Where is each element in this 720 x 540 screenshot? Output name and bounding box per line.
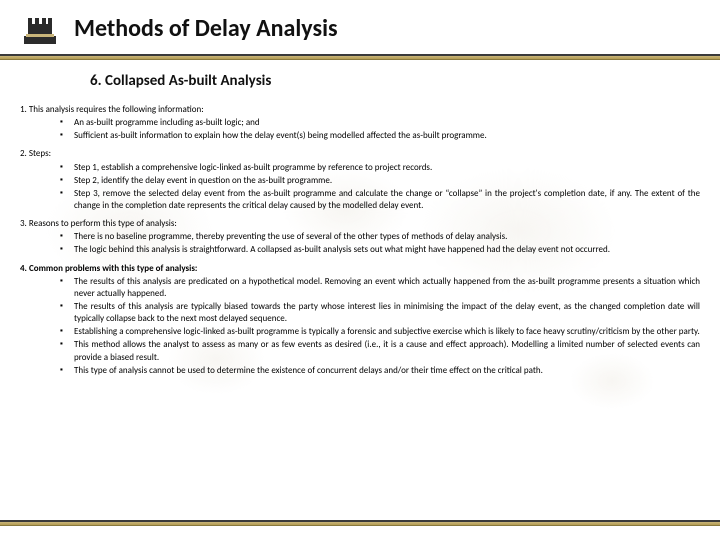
section-subtitle: 6. Collapsed As-built Analysis xyxy=(0,60,720,98)
list-item: Step 1, establish a comprehensive logic-… xyxy=(60,162,700,174)
list-item: Step 3, remove the selected delay event … xyxy=(60,188,700,212)
section-3-bullets: There is no baseline programme, thereby … xyxy=(60,231,700,256)
list-item: An as-built programme including as-built… xyxy=(60,117,700,129)
list-item: The logic behind this analysis is straig… xyxy=(60,244,700,256)
tower-logo-icon xyxy=(18,8,62,48)
section-4-lead: 4. Common problems with this type of ana… xyxy=(20,263,197,274)
list-item: This type of analysis cannot be used to … xyxy=(60,365,700,377)
content-body: 1. This analysis requires the following … xyxy=(0,104,720,377)
list-item: This method allows the analyst to assess… xyxy=(60,339,700,363)
header: Methods of Delay Analysis xyxy=(0,0,720,48)
list-item: There is no baseline programme, thereby … xyxy=(60,231,700,243)
section-2-bullets: Step 1, establish a comprehensive logic-… xyxy=(60,162,700,213)
footer-divider xyxy=(0,520,720,526)
section-3-lead: 3. Reasons to perform this type of analy… xyxy=(20,218,177,229)
section-3: 3. Reasons to perform this type of analy… xyxy=(20,218,700,256)
list-item: Establishing a comprehensive logic-linke… xyxy=(60,326,700,338)
section-2: 2. Steps: Step 1, establish a comprehens… xyxy=(20,148,700,212)
list-item: Sufficient as-built information to expla… xyxy=(60,130,700,142)
section-1-lead: 1. This analysis requires the following … xyxy=(20,104,204,115)
section-1-bullets: An as-built programme including as-built… xyxy=(60,117,700,142)
section-4: 4. Common problems with this type of ana… xyxy=(20,263,700,377)
list-item: The results of this analysis are predica… xyxy=(60,276,700,300)
section-1: 1. This analysis requires the following … xyxy=(20,104,700,142)
section-4-bullets: The results of this analysis are predica… xyxy=(60,276,700,377)
page-title: Methods of Delay Analysis xyxy=(74,14,338,43)
section-2-lead: 2. Steps: xyxy=(20,148,51,159)
list-item: Step 2, identify the delay event in ques… xyxy=(60,175,700,187)
list-item: The results of this analysis are typical… xyxy=(60,301,700,325)
